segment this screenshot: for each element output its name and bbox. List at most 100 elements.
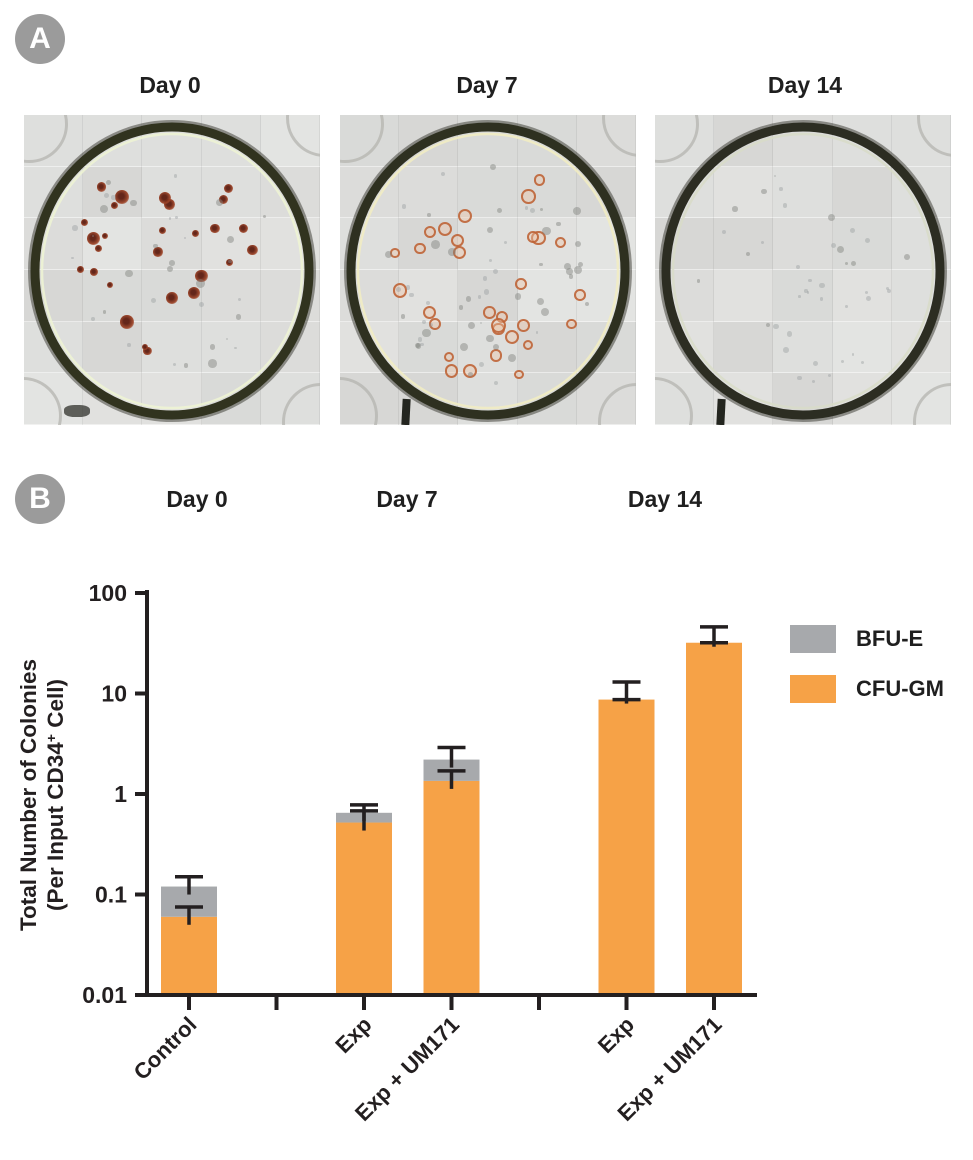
- red-ring-colony: [522, 340, 533, 351]
- tile: [714, 270, 774, 322]
- tile: [83, 270, 143, 322]
- debris-artifact: [716, 398, 726, 425]
- red-ring-colony: [574, 289, 586, 301]
- red-colony: [142, 346, 152, 356]
- gray-clump-colony: [541, 226, 551, 236]
- tile: [201, 166, 261, 219]
- y-tick-label: 10: [101, 681, 127, 707]
- gray-clump-colony: [196, 279, 206, 289]
- gray-clump-colony: [574, 266, 583, 275]
- red-ring-colony: [490, 318, 506, 334]
- tile: [714, 321, 774, 374]
- red-ring-colony: [414, 242, 426, 255]
- panel-b-day7-label: Day 7: [376, 486, 438, 512]
- gray-clump-colony: [563, 263, 571, 270]
- gray-clump-colony: [566, 268, 573, 275]
- faint-gray-colony: [421, 319, 427, 325]
- well-rim-ring: [346, 122, 630, 420]
- well-rim-outer: [28, 120, 316, 422]
- faint-gray-colony: [72, 225, 78, 231]
- panel-a-day14-label: Day 14: [767, 72, 843, 98]
- gray-clump-colony: [836, 245, 844, 254]
- bar-segment-cfu-gm: [161, 916, 217, 993]
- red-ring-colony: [515, 278, 527, 290]
- faint-gray-colony: [168, 217, 172, 220]
- cfu-gm-swatch-icon: [790, 675, 836, 703]
- gray-clump-colony: [130, 199, 137, 207]
- faint-gray-colony: [887, 288, 892, 293]
- gray-clump-colony: [585, 302, 589, 307]
- gray-clump-colony: [575, 240, 582, 247]
- gray-clump-colony: [431, 240, 440, 250]
- well-rim: [28, 120, 316, 422]
- well-rim-ring: [661, 122, 945, 420]
- faint-gray-colony: [483, 288, 490, 295]
- red-ring-colony: [489, 349, 503, 363]
- faint-gray-colony: [841, 359, 845, 364]
- red-ring-colony: [514, 369, 524, 380]
- gray-clump-colony: [904, 254, 910, 261]
- red-ring-colony: [505, 330, 520, 345]
- faint-gray-colony: [524, 206, 529, 210]
- red-ring-colony: [533, 174, 546, 186]
- faint-gray-colony: [812, 360, 819, 367]
- faint-gray-colony: [493, 381, 498, 386]
- bar-segment-cfu-gm: [598, 699, 655, 993]
- faint-gray-colony: [175, 216, 178, 219]
- red-colony: [226, 258, 234, 266]
- gray-clump-colony: [507, 353, 516, 362]
- red-colony: [187, 287, 200, 300]
- red-colony: [194, 269, 208, 283]
- gray-clump-colony: [458, 305, 464, 310]
- gray-clump-colony: [459, 342, 468, 351]
- well-image-day-7: [340, 115, 636, 425]
- y-axis-title-line2: (Per Input CD34+ Cell): [43, 679, 68, 911]
- gray-clump-colony: [568, 274, 573, 279]
- tile: [142, 218, 202, 270]
- faint-gray-colony: [782, 203, 788, 208]
- faint-gray-colony: [493, 269, 499, 275]
- gray-clump-colony: [427, 213, 431, 217]
- red-colony: [110, 202, 118, 210]
- faint-gray-colony: [478, 361, 484, 368]
- faint-gray-colony: [234, 346, 238, 350]
- red-colony: [101, 232, 109, 240]
- tile: [399, 166, 459, 219]
- gray-clump-colony: [539, 262, 543, 266]
- gray-clump-colony: [99, 205, 108, 214]
- faint-gray-colony: [488, 258, 492, 263]
- faint-gray-colony: [405, 285, 411, 290]
- faint-gray-colony: [786, 331, 793, 337]
- faint-gray-colony: [238, 298, 242, 302]
- gray-clump-colony: [216, 198, 224, 206]
- tile: [714, 218, 774, 270]
- well-image-day-0: [24, 115, 320, 425]
- gray-clump-colony: [732, 206, 738, 212]
- faint-gray-colony: [441, 171, 446, 176]
- gray-clump-colony: [102, 310, 106, 314]
- red-ring-colony: [566, 318, 577, 330]
- gray-clump-colony: [209, 344, 216, 350]
- faint-gray-colony: [798, 295, 801, 298]
- red-colony: [210, 224, 220, 234]
- tile: [714, 166, 774, 219]
- gray-clump-colony: [765, 323, 770, 328]
- debris-artifact: [401, 398, 411, 425]
- tile: [83, 321, 143, 374]
- tile: [773, 166, 833, 219]
- gray-clump-colony: [851, 261, 856, 266]
- faint-gray-colony: [482, 276, 488, 281]
- faint-gray-colony: [199, 301, 205, 308]
- debris-artifact: [64, 405, 90, 417]
- red-colony: [218, 194, 228, 204]
- panel-a-day0-label: Day 0: [139, 72, 201, 98]
- red-colony: [115, 189, 129, 204]
- well-rim-highlight: [356, 132, 620, 410]
- faint-gray-colony: [479, 322, 482, 325]
- red-colony: [96, 182, 107, 192]
- gray-clump-colony: [556, 221, 561, 227]
- faint-gray-colony: [850, 228, 855, 234]
- faint-gray-colony: [796, 264, 801, 270]
- red-colony: [86, 231, 100, 245]
